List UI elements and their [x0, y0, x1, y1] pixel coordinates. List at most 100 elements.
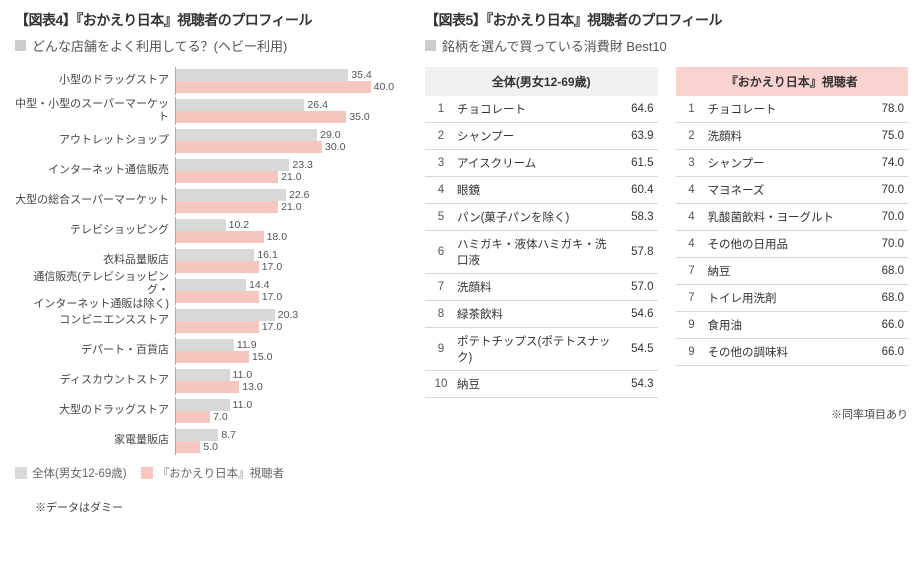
table-header: 『おかえり日本』視聴者 — [676, 67, 909, 96]
table-row: 10納豆54.3 — [425, 371, 658, 398]
value-cell: 70.0 — [862, 238, 904, 250]
bar-all: 26.4 — [176, 99, 395, 111]
bar-value: 29.0 — [320, 129, 340, 141]
value-cell: 57.8 — [612, 246, 654, 258]
bar-row: 通信販売(テレビショッピング・インターネット通販は除く)14.417.0 — [15, 277, 395, 305]
chart-legend: 全体(男女12-69歳) 『おかえり日本』視聴者 — [15, 465, 395, 481]
table-row: 9ポテトチップス(ポテトスナック)54.5 — [425, 328, 658, 371]
figure-4-panel: 【図表4】『おかえり日本』視聴者のプロフィール どんな店舗をよく利用してる？(ヘ… — [15, 10, 395, 515]
bar-value: 10.2 — [229, 219, 249, 231]
bar-label: ディスカウントストア — [15, 367, 175, 395]
bar-row: 大型のドラッグストア11.07.0 — [15, 397, 395, 425]
table-row: 4眼鏡60.4 — [425, 177, 658, 204]
bar-area: 14.417.0 — [175, 277, 395, 305]
table-row: 3アイスクリーム61.5 — [425, 150, 658, 177]
bar-label: 小型のドラッグストア — [15, 67, 175, 95]
rank-cell: 5 — [429, 211, 453, 223]
name-cell: 納豆 — [704, 263, 863, 279]
value-cell: 54.6 — [612, 308, 654, 320]
value-cell: 66.0 — [862, 346, 904, 358]
table-row: 8緑茶飲料54.6 — [425, 301, 658, 328]
bar-value: 23.3 — [292, 159, 312, 171]
name-cell: アイスクリーム — [453, 155, 612, 171]
value-cell: 60.4 — [612, 184, 654, 196]
bar-row: インターネット通信販売23.321.0 — [15, 157, 395, 185]
bar-value: 16.1 — [257, 249, 277, 261]
figure-5-footnote: ※同率項目あり — [425, 406, 908, 422]
rank-cell: 4 — [680, 211, 704, 223]
rank-cell: 2 — [680, 130, 704, 142]
rank-cell: 3 — [429, 157, 453, 169]
bar-viewer: 40.0 — [176, 81, 395, 93]
figure-4-footnote: ※データはダミー — [35, 499, 395, 515]
value-cell: 54.3 — [612, 378, 654, 390]
ranking-table-all: 全体(男女12-69歳)1チョコレート64.62シャンプー63.93アイスクリー… — [425, 67, 658, 398]
bar-label: デパート・百貨店 — [15, 337, 175, 365]
rank-cell: 7 — [429, 281, 453, 293]
bar-value: 14.4 — [249, 279, 269, 291]
table-row: 1チョコレート64.6 — [425, 96, 658, 123]
rank-cell: 9 — [680, 319, 704, 331]
table-row: 4乳酸菌飲料・ヨーグルト70.0 — [676, 204, 909, 231]
bar-row: 小型のドラッグストア 35.440.0 — [15, 67, 395, 95]
bar-viewer: 35.0 — [176, 111, 395, 123]
name-cell: その他の調味料 — [704, 344, 863, 360]
bar-row: 家電量販店8.75.0 — [15, 427, 395, 455]
bar-value: 26.4 — [307, 99, 327, 111]
value-cell: 66.0 — [862, 319, 904, 331]
rank-cell: 4 — [680, 238, 704, 250]
bar-row: デパート・百貨店11.915.0 — [15, 337, 395, 365]
bar-row: アウトレットショップ 29.030.0 — [15, 127, 395, 155]
bar-viewer: 17.0 — [176, 321, 395, 333]
name-cell: その他の日用品 — [704, 236, 863, 252]
table-row: 4その他の日用品70.0 — [676, 231, 909, 258]
table-row: 9食用油66.0 — [676, 312, 909, 339]
table-row: 3シャンプー74.0 — [676, 150, 909, 177]
value-cell: 68.0 — [862, 265, 904, 277]
bar-row: 中型・小型のスーパーマーケット26.435.0 — [15, 97, 395, 125]
bar-row: 大型の総合スーパーマーケット22.621.0 — [15, 187, 395, 215]
table-row: 2洗顔料75.0 — [676, 123, 909, 150]
bar-value: 35.4 — [351, 69, 371, 81]
bar-value: 30.0 — [325, 141, 345, 153]
value-cell: 64.6 — [612, 103, 654, 115]
bar-viewer: 21.0 — [176, 201, 395, 213]
bar-area: 11.013.0 — [175, 367, 395, 395]
name-cell: 乳酸菌飲料・ヨーグルト — [704, 209, 863, 225]
table-row: 2シャンプー63.9 — [425, 123, 658, 150]
bar-label: 家電量販店 — [15, 427, 175, 455]
bar-value: 8.7 — [221, 429, 236, 441]
value-cell: 68.0 — [862, 292, 904, 304]
bar-all: 16.1 — [176, 249, 395, 261]
bar-label: アウトレットショップ — [15, 127, 175, 155]
bar-value: 18.0 — [267, 231, 287, 243]
bar-viewer: 15.0 — [176, 351, 395, 363]
bar-all: 11.0 — [176, 369, 395, 381]
value-cell: 75.0 — [862, 130, 904, 142]
name-cell: パン(菓子パンを除く) — [453, 209, 612, 225]
value-cell: 54.5 — [612, 343, 654, 355]
value-cell: 70.0 — [862, 211, 904, 223]
legend-item-all: 全体(男女12-69歳) — [15, 465, 127, 481]
value-cell: 74.0 — [862, 157, 904, 169]
name-cell: マヨネーズ — [704, 182, 863, 198]
table-row: 9その他の調味料66.0 — [676, 339, 909, 366]
name-cell: 食用油 — [704, 317, 863, 333]
figure-5-subtitle: 銘柄を選んで買っている消費財 Best10 — [425, 36, 908, 55]
name-cell: 緑茶飲料 — [453, 306, 612, 322]
table-row: 7洗顔料57.0 — [425, 274, 658, 301]
figure-4-title: 【図表4】『おかえり日本』視聴者のプロフィール — [15, 10, 395, 30]
rank-cell: 9 — [680, 346, 704, 358]
bar-value: 15.0 — [252, 351, 272, 363]
bar-value: 35.0 — [349, 111, 369, 123]
value-cell: 70.0 — [862, 184, 904, 196]
bar-value: 11.0 — [233, 399, 253, 411]
bar-value: 40.0 — [374, 81, 394, 93]
bar-area: 11.07.0 — [175, 397, 395, 425]
name-cell: 眼鏡 — [453, 182, 612, 198]
name-cell: 納豆 — [453, 376, 612, 392]
bar-value: 11.0 — [233, 369, 253, 381]
bar-label: 大型のドラッグストア — [15, 397, 175, 425]
bar-area: 11.915.0 — [175, 337, 395, 365]
legend-label-viewer: 『おかえり日本』視聴者 — [158, 465, 285, 481]
